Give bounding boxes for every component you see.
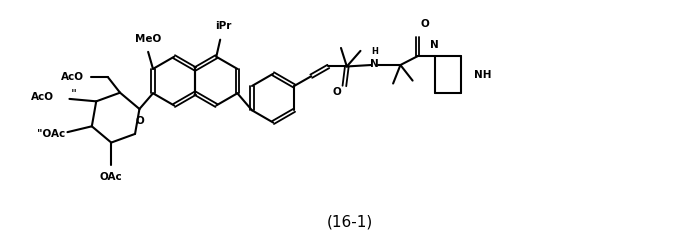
Text: N: N <box>370 59 379 69</box>
Text: N: N <box>430 40 439 50</box>
Text: MeO: MeO <box>135 34 161 44</box>
Text: AcO: AcO <box>31 92 54 102</box>
Text: AcO: AcO <box>61 72 83 82</box>
Text: O: O <box>136 116 144 126</box>
Text: (16-1): (16-1) <box>326 215 373 230</box>
Text: NH: NH <box>473 70 491 80</box>
Text: ": " <box>71 87 77 100</box>
Text: H: H <box>371 47 378 56</box>
Text: OAc: OAc <box>100 172 122 182</box>
Text: O: O <box>420 19 429 29</box>
Text: "OAc: "OAc <box>37 129 65 139</box>
Text: iPr: iPr <box>215 21 232 31</box>
Text: O: O <box>333 87 341 97</box>
